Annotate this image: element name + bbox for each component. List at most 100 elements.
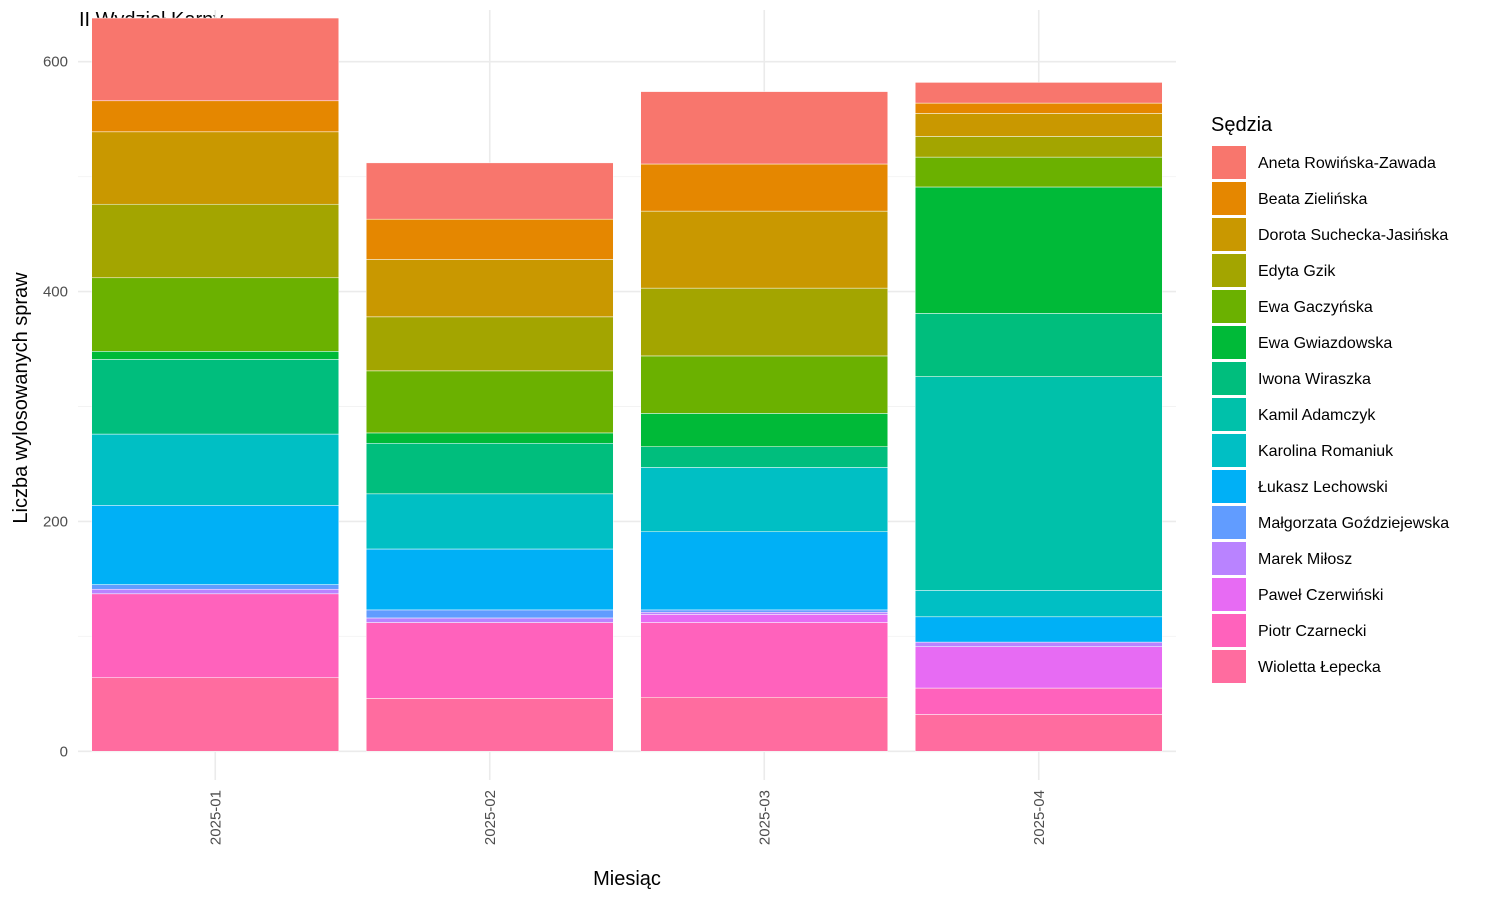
bar-segment — [365, 609, 614, 619]
bar-segment — [914, 714, 1163, 752]
bar-segment — [640, 531, 889, 611]
legend-swatch — [1212, 578, 1246, 611]
legend-title: Sędzia — [1211, 114, 1273, 136]
x-axis-title: Miesiąc — [593, 868, 661, 890]
bar-segment — [365, 617, 614, 623]
bar-segment — [914, 313, 1163, 377]
bar-segment — [914, 82, 1163, 104]
bar-segment — [640, 622, 889, 698]
bar-segment — [914, 641, 1163, 647]
bar-segment — [640, 446, 889, 468]
bar-segment — [365, 698, 614, 752]
bar-segment — [640, 163, 889, 212]
y-tick-label: 0 — [60, 743, 68, 760]
legend-label: Dorota Suchecka-Jasińska — [1258, 227, 1448, 244]
bar-segment — [914, 102, 1163, 114]
legend-swatch — [1212, 290, 1246, 323]
bar-segment — [91, 131, 340, 205]
bar-segment — [365, 432, 614, 444]
bar-segment — [640, 413, 889, 447]
bars — [91, 17, 1163, 752]
legend-label: Kamil Adamczyk — [1258, 407, 1376, 424]
legend-swatch — [1212, 434, 1246, 467]
bar-segment — [91, 584, 340, 590]
legend-label: Piotr Czarnecki — [1258, 623, 1366, 640]
y-axis-ticks: 0 200 400 600 — [43, 54, 68, 761]
bar-segment — [365, 218, 614, 260]
legend-swatch — [1212, 506, 1246, 539]
bar-segment — [91, 588, 340, 595]
x-tick-label: 2025-03 — [756, 790, 773, 845]
bar-segment — [914, 186, 1163, 314]
bar-segment — [91, 677, 340, 752]
legend-label: Paweł Czerwiński — [1258, 587, 1383, 604]
bar-segment — [914, 113, 1163, 137]
legend-swatch — [1212, 326, 1246, 359]
bar-segment — [365, 316, 614, 372]
bar-segment — [91, 351, 340, 360]
bar-segment — [640, 210, 889, 289]
legend-items: Aneta Rowińska-Zawada Beata Zielińska Doro… — [1212, 146, 1449, 683]
legend-swatch — [1212, 542, 1246, 575]
legend-label: Wioletta Łepecka — [1258, 659, 1381, 676]
bar-segment — [91, 100, 340, 133]
x-tick-label: 2025-02 — [482, 790, 499, 845]
y-tick-label: 600 — [43, 54, 68, 71]
bar-segment — [91, 17, 340, 102]
y-tick-label: 200 — [43, 513, 68, 530]
bar-segment — [640, 611, 889, 615]
bar-segment — [365, 622, 614, 699]
bar-segment — [91, 593, 340, 678]
bar-segment — [914, 136, 1163, 158]
bar-segment — [914, 646, 1163, 689]
legend-swatch — [1212, 470, 1246, 503]
legend-label: Ewa Gwiazdowska — [1258, 335, 1392, 352]
legend-label: Karolina Romaniuk — [1258, 443, 1394, 460]
legend-swatch — [1212, 254, 1246, 287]
legend-swatch — [1212, 398, 1246, 431]
legend-label: Małgorzata Goździejewska — [1258, 515, 1449, 532]
y-tick-label: 400 — [43, 284, 68, 301]
legend-swatch — [1212, 362, 1246, 395]
bar-segment — [914, 590, 1163, 618]
bar-segment — [640, 697, 889, 752]
legend-label: Ewa Gaczyńska — [1258, 299, 1373, 316]
bar-segment — [640, 467, 889, 533]
legend: Sędzia Aneta Rowińska-Zawada Beata Zieliń… — [1211, 114, 1449, 683]
legend-swatch — [1212, 182, 1246, 215]
legend-label: Aneta Rowińska-Zawada — [1258, 155, 1436, 172]
bar-segment — [640, 91, 889, 165]
bar-segment — [91, 505, 340, 585]
bar-segment — [91, 433, 340, 506]
bar-segment — [640, 614, 889, 623]
bar-segment — [365, 162, 614, 220]
bar-segment — [640, 609, 889, 613]
x-tick-label: 2025-01 — [207, 790, 224, 845]
legend-swatch — [1212, 218, 1246, 251]
bar-segment — [365, 259, 614, 318]
legend-label: Marek Miłosz — [1258, 551, 1352, 568]
bar-segment — [640, 355, 889, 414]
bar-segment — [914, 687, 1163, 715]
bar-segment — [365, 443, 614, 495]
x-axis-ticks: 2025-01 2025-02 2025-03 2025-04 — [207, 790, 1048, 845]
bar-segment — [914, 156, 1163, 188]
y-axis-title: Liczba wylosowanych spraw — [10, 272, 32, 524]
bar-segment — [365, 493, 614, 550]
bar-segment — [365, 370, 614, 434]
bar-segment — [91, 203, 340, 279]
legend-label: Edyta Gzik — [1258, 263, 1336, 280]
x-tick-label: 2025-04 — [1031, 790, 1048, 845]
legend-label: Beata Zielińska — [1258, 191, 1367, 208]
bar-segment — [640, 287, 889, 357]
legend-label: Łukasz Lechowski — [1258, 479, 1388, 496]
bar-segment — [914, 376, 1163, 591]
legend-swatch — [1212, 146, 1246, 179]
legend-swatch — [1212, 614, 1246, 647]
bar-segment — [91, 359, 340, 435]
bar-segment — [914, 616, 1163, 643]
bar-segment — [365, 548, 614, 611]
bar-segment — [91, 277, 340, 352]
legend-label: Iwona Wiraszka — [1258, 371, 1371, 388]
